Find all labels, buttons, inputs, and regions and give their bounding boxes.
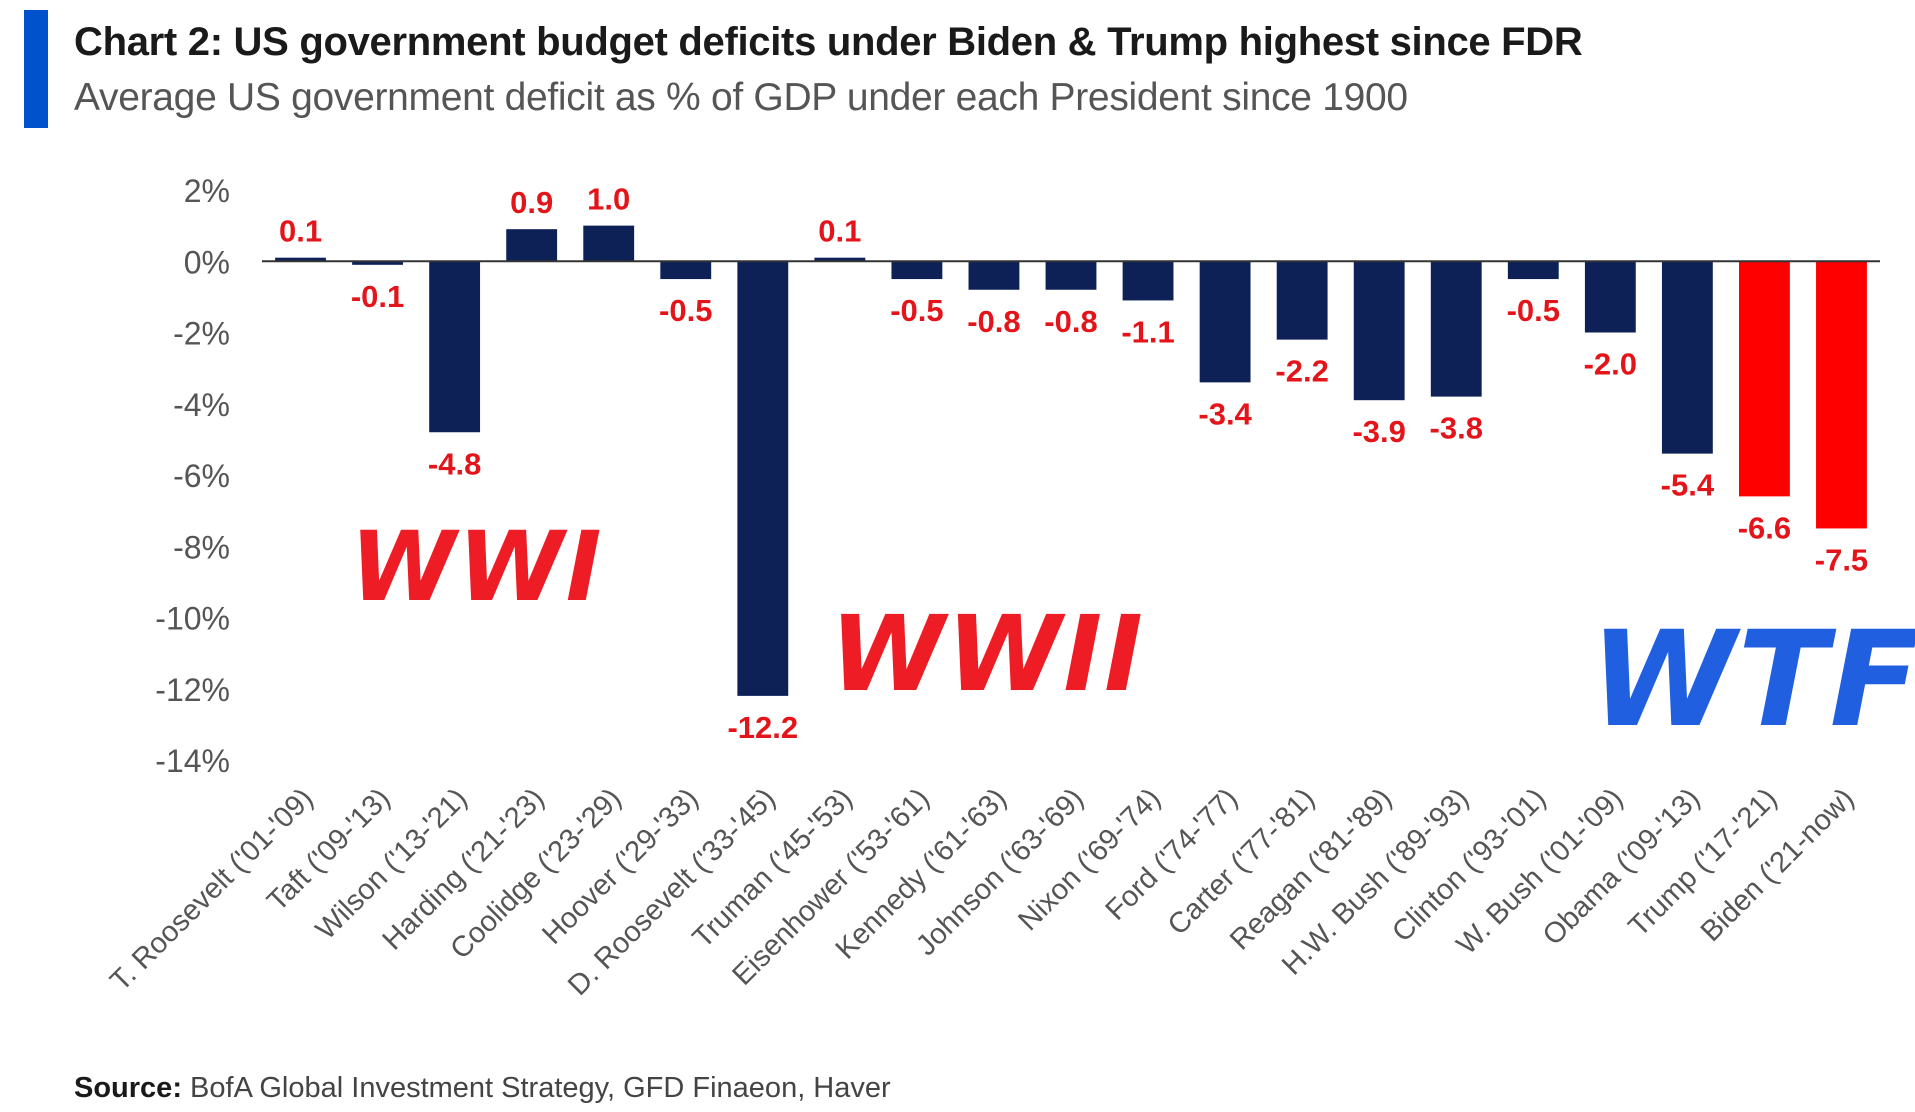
data-label: 0.1 — [818, 214, 861, 249]
y-tick-label: -4% — [173, 387, 230, 423]
data-label: -0.5 — [659, 293, 712, 328]
y-tick-label: 2% — [184, 173, 230, 209]
data-label: -0.5 — [1507, 293, 1560, 328]
bar — [1739, 261, 1790, 497]
y-tick-label: -6% — [173, 458, 230, 494]
chart-subtitle: Average US government deficit as % of GD… — [74, 76, 1408, 119]
bar — [968, 261, 1020, 290]
bar — [1353, 261, 1405, 401]
data-label: -0.8 — [967, 304, 1020, 339]
data-label: 1.0 — [587, 182, 630, 217]
data-label: 0.9 — [510, 185, 553, 220]
data-label: -0.8 — [1044, 304, 1097, 339]
data-label: -3.4 — [1198, 396, 1252, 431]
bar — [506, 229, 558, 262]
source-note: Source: BofA Global Investment Strategy,… — [74, 1072, 891, 1105]
accent-bar — [24, 10, 48, 128]
data-label: -12.2 — [727, 710, 798, 745]
annotation-wwii: WWII — [830, 593, 1145, 715]
data-label: -3.8 — [1430, 411, 1483, 446]
bar — [737, 261, 789, 696]
y-tick-label: -12% — [155, 672, 230, 708]
y-tick-label: -10% — [155, 601, 230, 637]
data-label: -4.8 — [428, 446, 481, 481]
bar — [1816, 261, 1867, 529]
annotation-wtf: WTF — [1590, 603, 1915, 757]
data-label: -3.9 — [1352, 414, 1405, 449]
bar — [1584, 261, 1636, 333]
annotation-wwi: WWI — [350, 511, 604, 623]
y-tick-label: -2% — [173, 316, 230, 352]
data-label: -0.5 — [890, 293, 943, 328]
bar — [429, 261, 481, 433]
data-label: -7.5 — [1815, 542, 1868, 577]
data-label: -5.4 — [1661, 468, 1715, 503]
bar — [1276, 261, 1328, 340]
bar — [891, 261, 943, 280]
bar — [1122, 261, 1174, 301]
bar — [1199, 261, 1251, 383]
source-label: Source: — [74, 1072, 182, 1104]
chart-title: Chart 2: US government budget deficits u… — [74, 20, 1583, 64]
bar — [660, 261, 712, 280]
y-tick-label: 0% — [184, 244, 230, 280]
bar — [1045, 261, 1097, 290]
bar — [275, 257, 326, 262]
x-tick-label: Ford ('74-'77) — [1100, 782, 1244, 926]
y-tick-label: -8% — [173, 529, 230, 565]
bar — [583, 225, 635, 262]
bar-chart: 2%0%-2%-4%-6%-8%-10%-12%-14%0.1T. Roosev… — [104, 173, 1915, 1002]
data-label: -1.1 — [1121, 314, 1174, 349]
data-label: -0.1 — [351, 279, 404, 314]
bar — [1661, 261, 1713, 454]
y-tick-label: -14% — [155, 743, 230, 779]
data-label: -6.6 — [1738, 510, 1791, 545]
source-text: BofA Global Investment Strategy, GFD Fin… — [190, 1072, 891, 1104]
bar — [1507, 261, 1559, 280]
data-label: -2.0 — [1584, 347, 1637, 382]
data-label: -2.2 — [1275, 354, 1328, 389]
bar — [814, 257, 866, 262]
bar — [352, 261, 403, 265]
data-label: 0.1 — [279, 214, 322, 249]
bar — [1430, 261, 1482, 397]
